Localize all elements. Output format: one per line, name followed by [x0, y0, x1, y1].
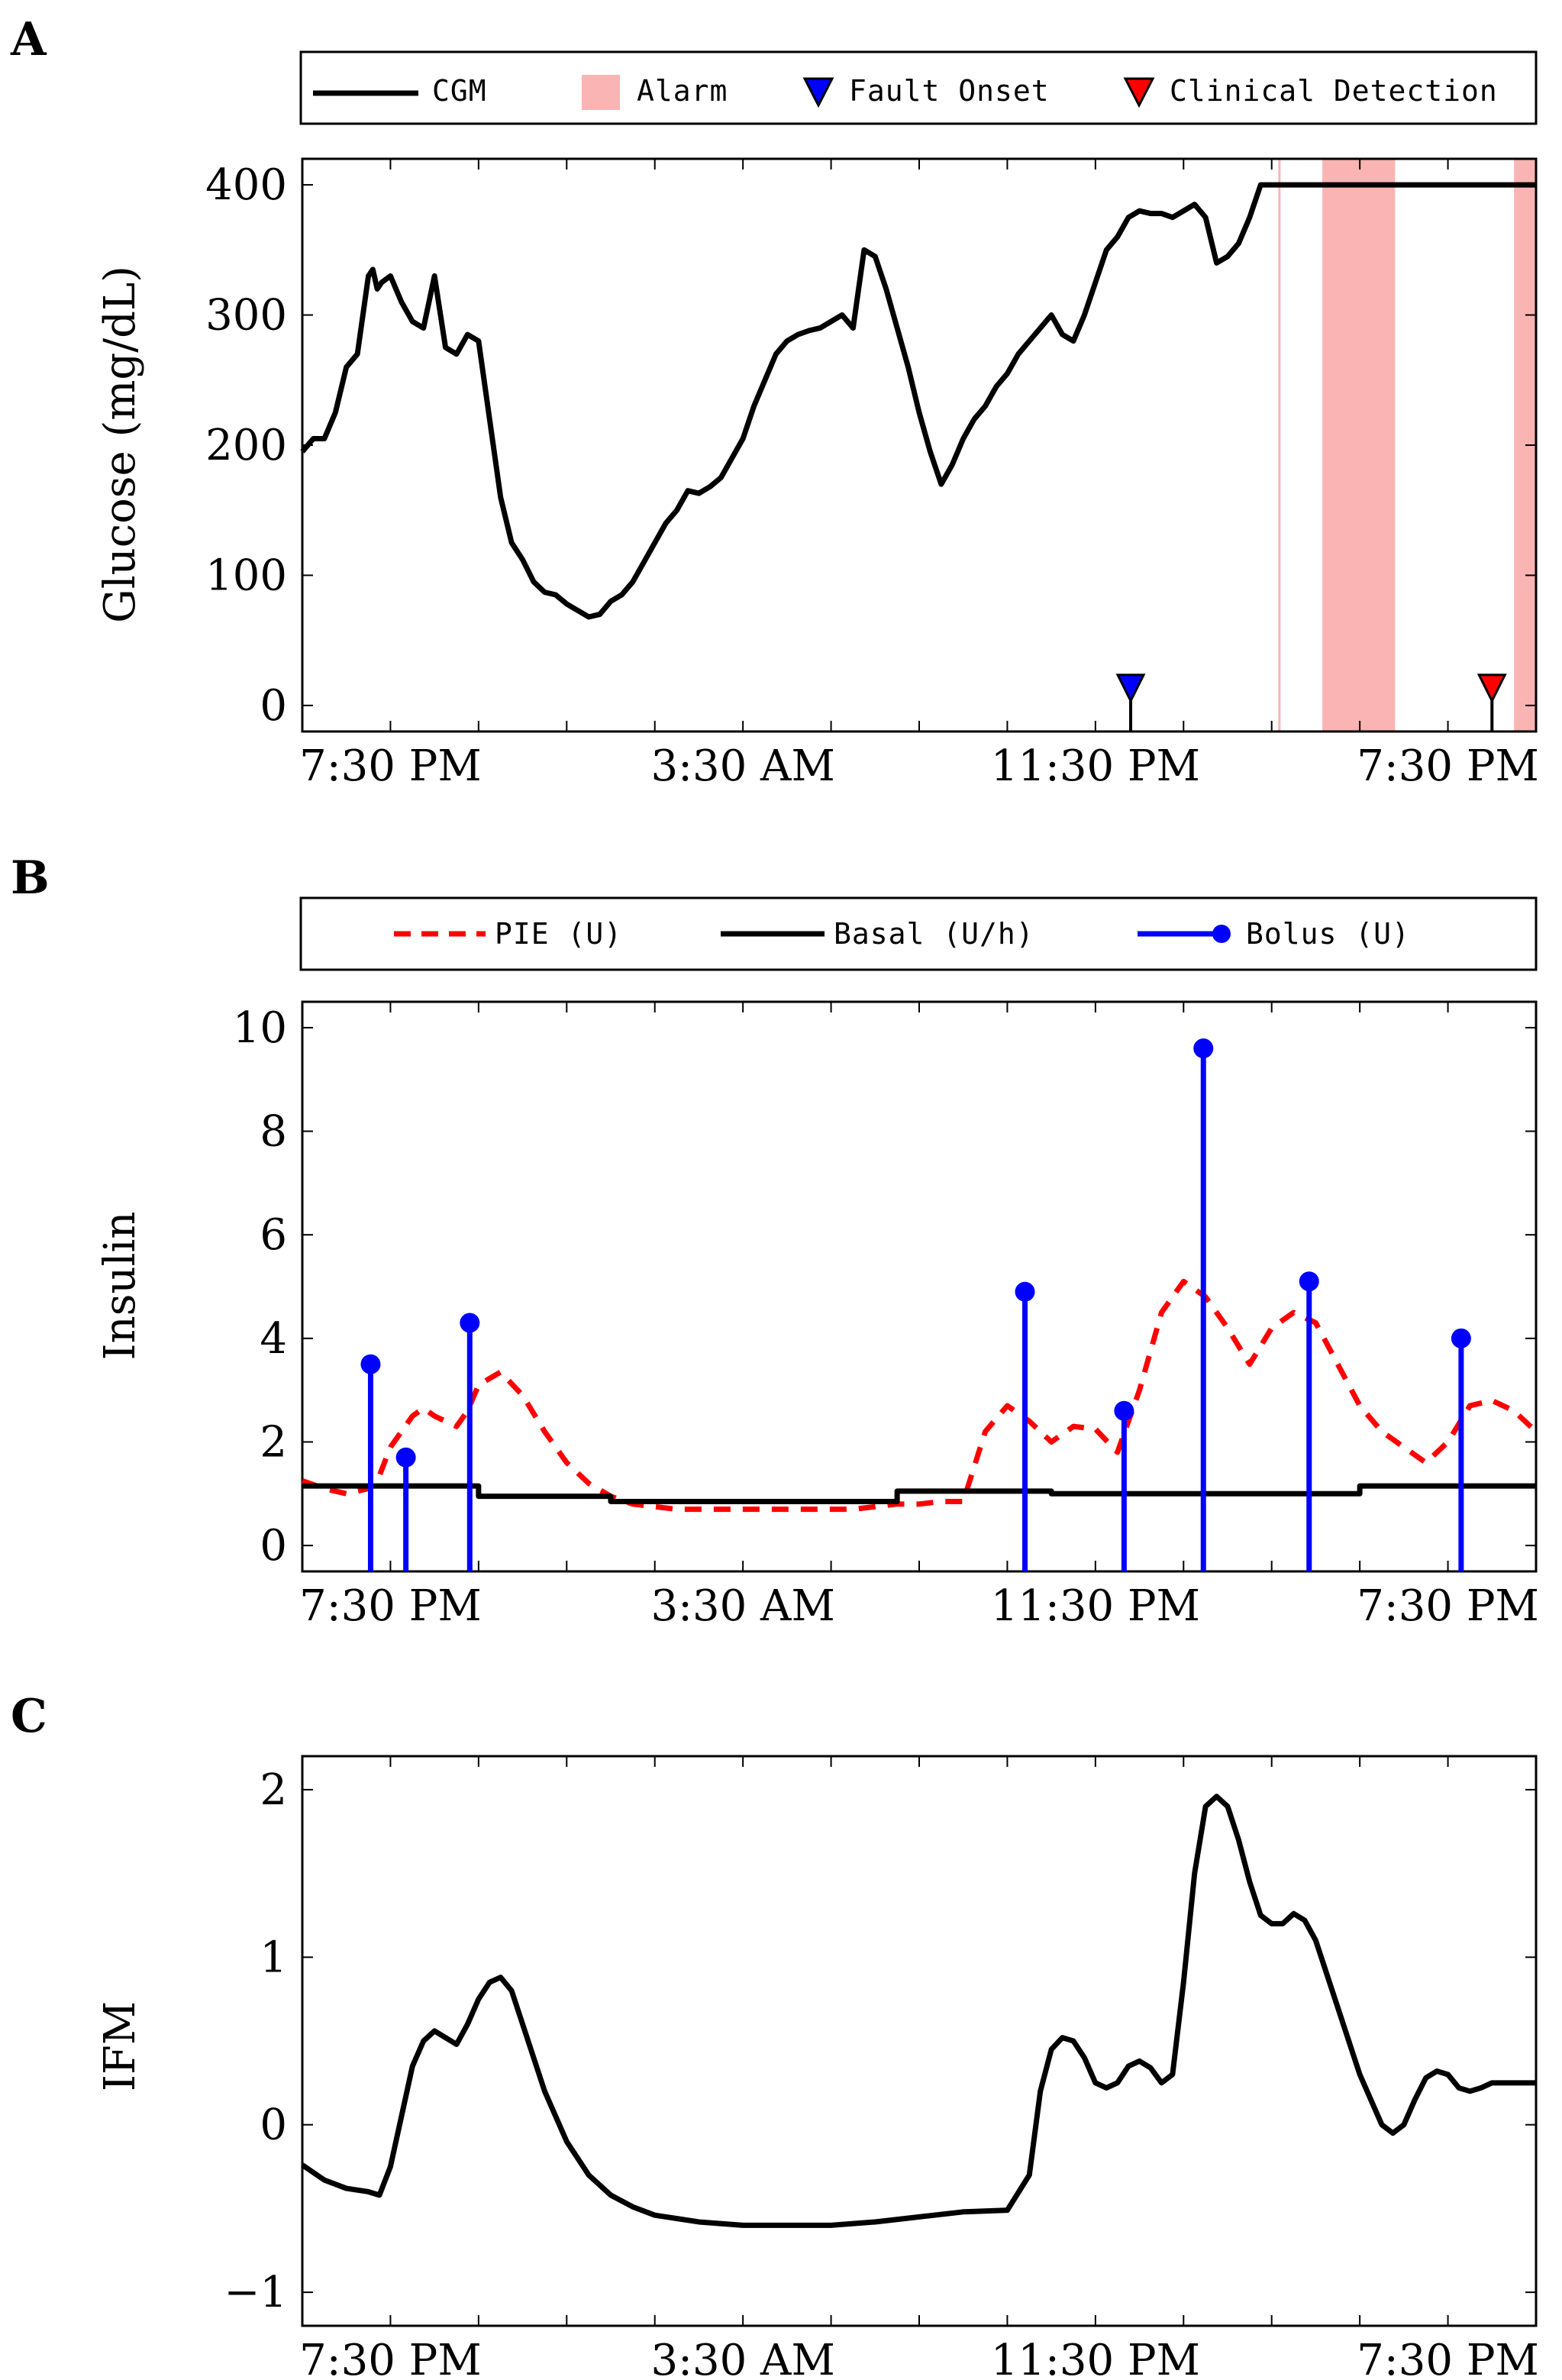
bolus-marker-4 — [1114, 1400, 1134, 1421]
series-line-b-0 — [301, 1278, 1538, 1513]
bolus-marker-2 — [460, 1313, 480, 1333]
y-tick-label-c-2: 1 — [260, 1933, 287, 1982]
y-tick-label-a-3: 300 — [205, 291, 287, 341]
x-tick-label-c-3: 7:30 PM — [1357, 2336, 1539, 2380]
x-tick-label-c-1: 3:30 AM — [650, 2336, 834, 2380]
bolus-marker-0 — [360, 1354, 381, 1374]
x-tick-label-b-2: 11:30 PM — [991, 1581, 1200, 1631]
x-tick-label-c-0: 7:30 PM — [299, 2336, 482, 2380]
y-tick-label-c-1: 0 — [260, 2101, 287, 2150]
bolus-marker-3 — [1015, 1281, 1035, 1302]
alarm-band-1 — [1322, 159, 1396, 731]
y-tick-label-a-2: 200 — [205, 421, 287, 470]
panel-letter-b: B — [11, 851, 50, 905]
plot-panel-a: 0 100 200 300 400 7:30 PM 3:30 AM 11:30 PM 7:30 … — [205, 157, 1539, 791]
y-tick-label-b-5: 10 — [233, 1003, 287, 1053]
x-tick-label-a-3: 7:30 PM — [1357, 741, 1539, 791]
panel-letter-a: A — [10, 13, 47, 66]
x-tick-label-c-2: 11:30 PM — [991, 2336, 1200, 2380]
y-tick-label-c-0: −1 — [224, 2268, 287, 2317]
x-tick-label-b-0: 7:30 PM — [299, 1581, 482, 1631]
y-tick-label-b-2: 4 — [260, 1314, 287, 1364]
y-axis-label-a: Glucose (mg/dL) — [95, 266, 145, 623]
legend-frame-a — [299, 50, 1538, 125]
plot-frame-b — [301, 1000, 1538, 1573]
x-tick-label-a-0: 7:30 PM — [299, 741, 482, 791]
plot-panel-b: 0 2 4 6 8 10 7:30 PM 3:30 AM 11:30 PM 7:30 PM — [233, 1000, 1539, 1631]
legend-bolus-label: Bolus (U) — [1246, 917, 1410, 951]
legend-panel-b: PIE (U) Basal (U/h) Bolus (U) — [299, 896, 1538, 971]
panel-letter-c: C — [11, 1690, 47, 1743]
x-tick-label-a-2: 11:30 PM — [991, 741, 1200, 791]
x-tick-label-b-3: 7:30 PM — [1357, 1581, 1539, 1631]
x-tick-label-b-1: 3:30 AM — [650, 1581, 834, 1631]
y-tick-label-b-3: 6 — [260, 1210, 287, 1260]
legend-frame-b — [299, 896, 1538, 971]
clinical-detection-marker — [1476, 673, 1507, 704]
legend-bolus-marker-icon — [1212, 925, 1231, 943]
legend-clinical-detection-label: Clinical Detection — [1170, 74, 1498, 108]
legend-clinical-detection-icon — [1123, 77, 1155, 108]
alarm-band-0 — [1278, 159, 1281, 731]
legend-cgm-label: CGM — [432, 74, 487, 108]
legend-fault-onset-label: Fault Onset — [849, 74, 1050, 108]
bolus-marker-6 — [1299, 1271, 1319, 1292]
y-tick-label-a-1: 100 — [205, 551, 287, 600]
y-tick-label-b-4: 8 — [260, 1107, 287, 1157]
series-line-b-1 — [302, 1483, 1536, 1504]
legend-fault-onset-icon — [802, 77, 834, 108]
legend-panel-a: CGM Alarm Fault Onset Clinical Detection — [299, 50, 1538, 125]
fault-onset-marker — [1115, 673, 1146, 704]
series-line-a-0 — [300, 182, 1536, 620]
y-tick-label-a-4: 400 — [205, 160, 287, 210]
x-tick-label-a-1: 3:30 AM — [650, 741, 834, 791]
bolus-marker-7 — [1451, 1328, 1471, 1348]
y-axis-label-c: IFM — [95, 2001, 145, 2091]
bolus-marker-1 — [395, 1447, 416, 1468]
bolus-marker-5 — [1193, 1038, 1214, 1059]
y-tick-label-c-3: 2 — [260, 1765, 287, 1815]
legend-alarm-swatch — [582, 75, 620, 110]
y-tick-label-a-0: 0 — [260, 681, 287, 731]
legend-basal-label: Basal (U/h) — [834, 917, 1034, 951]
legend-pie-label: PIE (U) — [495, 917, 622, 951]
plot-panel-c: −1 0 1 2 7:30 PM 3:30 AM 11:30 PM 7:30 PM — [224, 1755, 1539, 2380]
y-tick-label-b-1: 2 — [260, 1417, 287, 1467]
y-axis-label-b: Insulin — [95, 1212, 145, 1361]
series-line-c-0 — [301, 1794, 1536, 2228]
legend-alarm-label: Alarm — [637, 74, 728, 108]
y-tick-label-b-0: 0 — [260, 1521, 287, 1571]
